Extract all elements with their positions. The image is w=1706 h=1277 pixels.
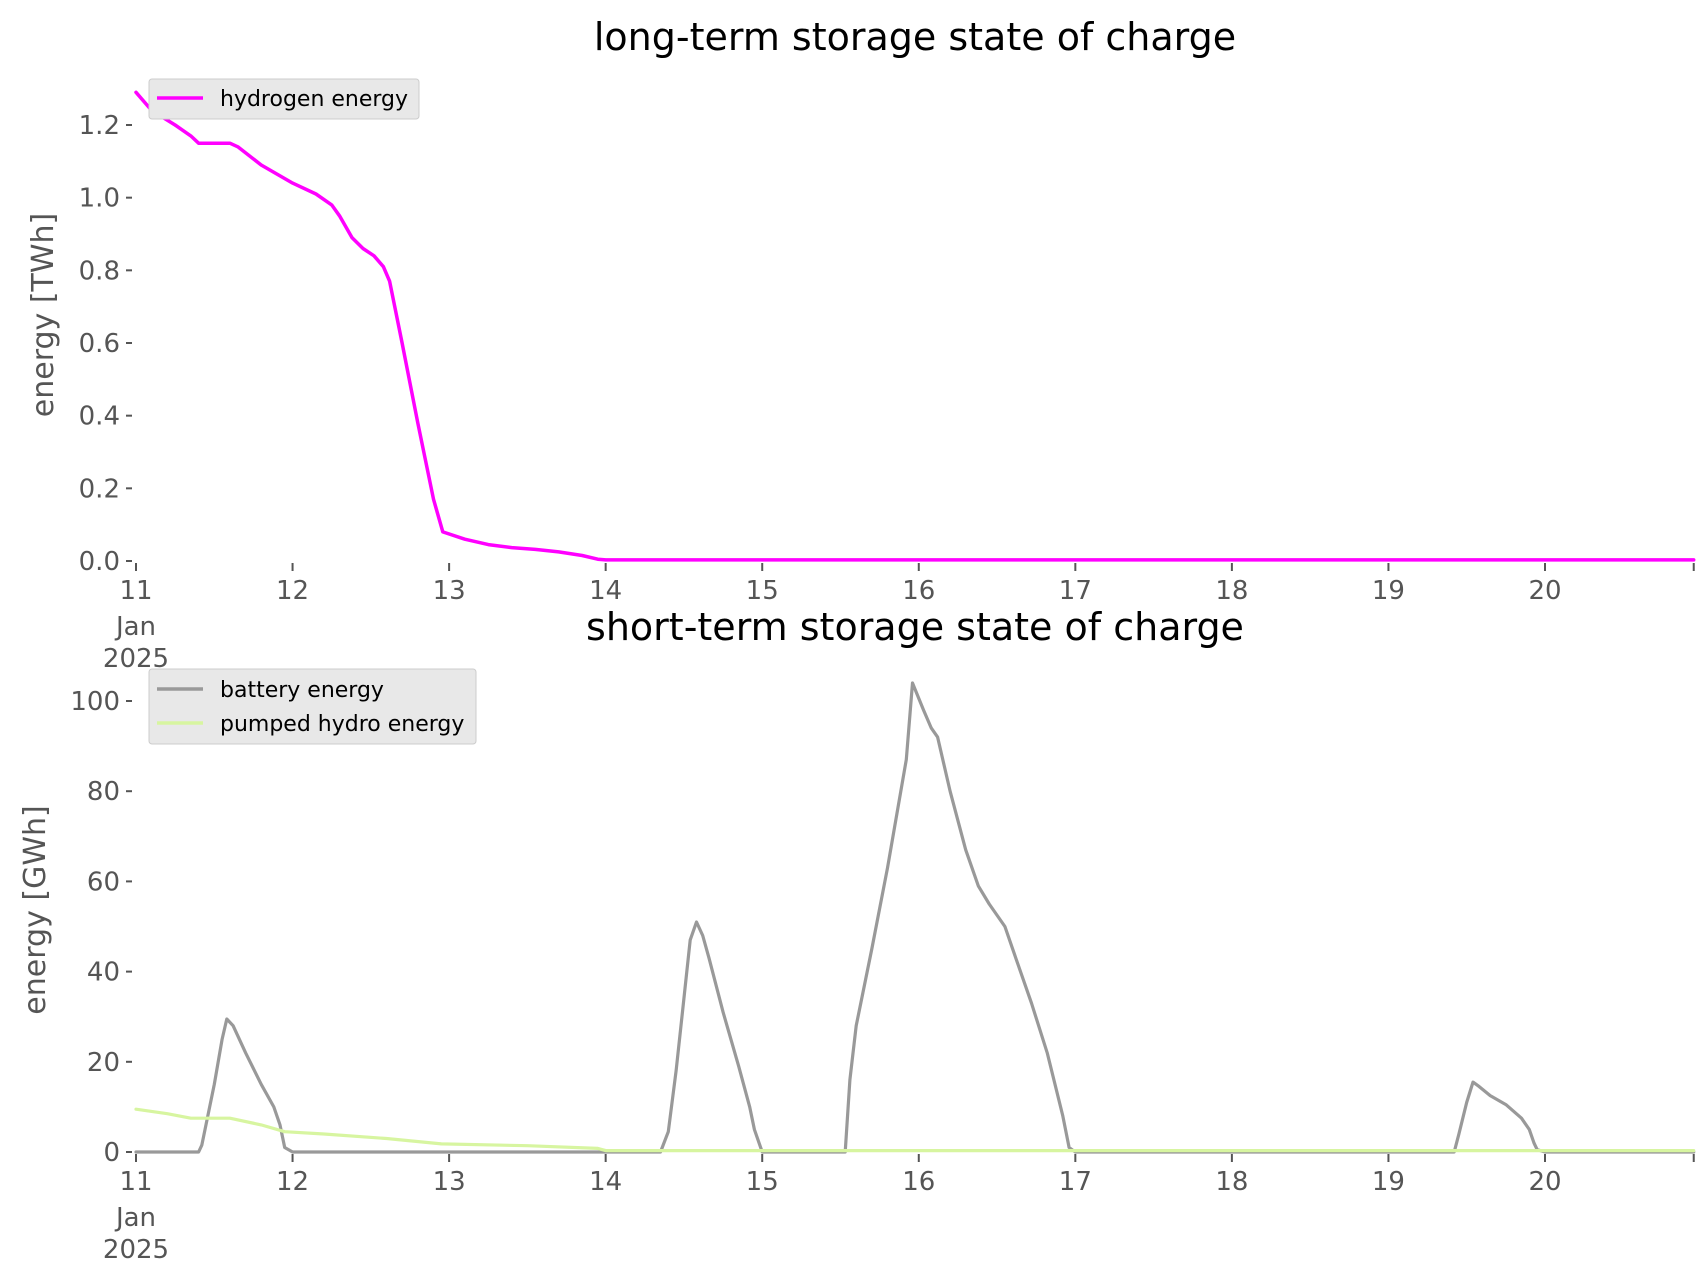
x-tick-label: 12 — [276, 1167, 309, 1197]
x-tick-label: 17 — [1059, 1167, 1092, 1197]
legend-entry-hydrogen: hydrogen energy — [220, 87, 408, 112]
y-tick-label: 1.2 — [79, 111, 120, 141]
y-axis-label: energy [TWh] — [26, 213, 61, 417]
x-tick-label: 16 — [902, 576, 935, 606]
series-lines — [134, 681, 1696, 1154]
x-tick-label: 19 — [1372, 1167, 1405, 1197]
legend-box — [148, 668, 477, 745]
y-tick-label: 1.0 — [79, 184, 120, 214]
x-tick-label: 14 — [589, 1167, 622, 1197]
x-tick-label: 18 — [1215, 576, 1248, 606]
x-tick-sublabel: 2025 — [103, 1235, 169, 1265]
legend-entry-battery: battery energy — [220, 678, 384, 703]
y-tick-label: 80 — [87, 777, 120, 807]
legend: battery energy pumped hydro energy — [148, 668, 477, 745]
chart-title: long-term storage state of charge — [594, 15, 1236, 59]
x-tick-label: 13 — [433, 576, 466, 606]
series-line-pumped-hydro-energy — [134, 1107, 1696, 1153]
x-tick-label: 13 — [433, 1167, 466, 1197]
y-tick-label: 40 — [87, 958, 120, 988]
y-tick-label: 0.6 — [79, 329, 120, 359]
x-tick-label: 19 — [1372, 576, 1405, 606]
y-tick-label: 100 — [70, 687, 120, 717]
series-line-hydrogen-energy — [134, 90, 1696, 562]
legend-entry-pumped-hydro: pumped hydro energy — [220, 712, 464, 737]
y-tick-label: 60 — [87, 867, 120, 897]
chart-short-term: short-term storage state of charge energ… — [18, 605, 1696, 1265]
y-tick-label: 0.8 — [79, 256, 120, 286]
series-lines — [134, 90, 1696, 562]
y-tick-label: 0.4 — [79, 402, 120, 432]
y-axis-label: energy [GWh] — [18, 805, 53, 1014]
legend-box — [148, 78, 420, 120]
x-tick-label: 11 — [119, 576, 152, 606]
x-tick-label: 14 — [589, 576, 622, 606]
x-tick-label: 20 — [1528, 1167, 1561, 1197]
x-tick-label: 12 — [276, 576, 309, 606]
x-tick-label: 11 — [119, 1167, 152, 1197]
chart-title: short-term storage state of charge — [586, 605, 1244, 649]
x-tick-label: 20 — [1528, 576, 1561, 606]
legend: hydrogen energy — [148, 78, 420, 120]
y-tick-label: 20 — [87, 1048, 120, 1078]
y-tick-label: 0 — [103, 1138, 120, 1168]
x-tick-label: 15 — [746, 576, 779, 606]
y-tick-label: 0.0 — [79, 547, 120, 577]
series-line-battery-energy — [134, 681, 1696, 1154]
x-tick-label: 18 — [1215, 1167, 1248, 1197]
x-tick-label: 15 — [746, 1167, 779, 1197]
x-tick-label: 16 — [902, 1167, 935, 1197]
x-tick-sublabel: Jan — [114, 612, 156, 642]
y-tick-label: 0.2 — [79, 474, 120, 504]
x-tick-sublabel: Jan — [114, 1203, 156, 1233]
x-tick-label: 17 — [1059, 576, 1092, 606]
chart-long-term: long-term storage state of charge energy… — [26, 15, 1696, 674]
